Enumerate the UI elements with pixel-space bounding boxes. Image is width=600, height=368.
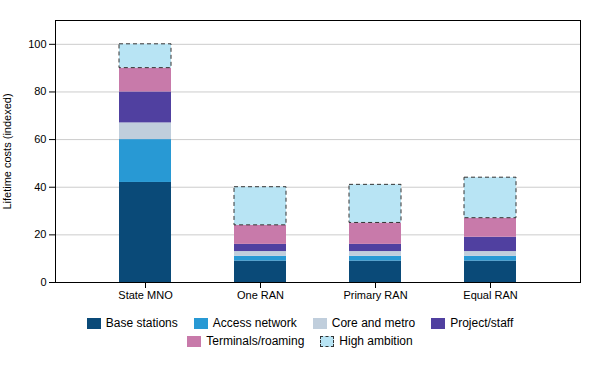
svg-text:One RAN: One RAN (237, 289, 284, 301)
html-text:Core and metro: Core and metro (331, 316, 416, 330)
html-text:High ambition: High ambition (339, 334, 413, 348)
html-text:Access network: Access network (212, 316, 297, 330)
svg-text:100: 100 (28, 38, 46, 50)
svg-text:60: 60 (34, 133, 46, 145)
html-text:Project/staff: Project/staff (450, 316, 514, 330)
svg-text:20: 20 (34, 228, 46, 240)
svg-text:Equal RAN: Equal RAN (463, 289, 517, 301)
svg-text:Lifetime costs (indexed): Lifetime costs (indexed) (1, 93, 13, 209)
svg-text:80: 80 (34, 85, 46, 97)
html-text:Terminals/roaming: Terminals/roaming (206, 334, 305, 348)
svg-text:0: 0 (40, 276, 46, 288)
svg-text:State MNO: State MNO (118, 289, 173, 301)
html-text:Base stations: Base stations (105, 316, 178, 330)
svg-text:Primary RAN: Primary RAN (343, 289, 407, 301)
svg-text:40: 40 (34, 181, 46, 193)
